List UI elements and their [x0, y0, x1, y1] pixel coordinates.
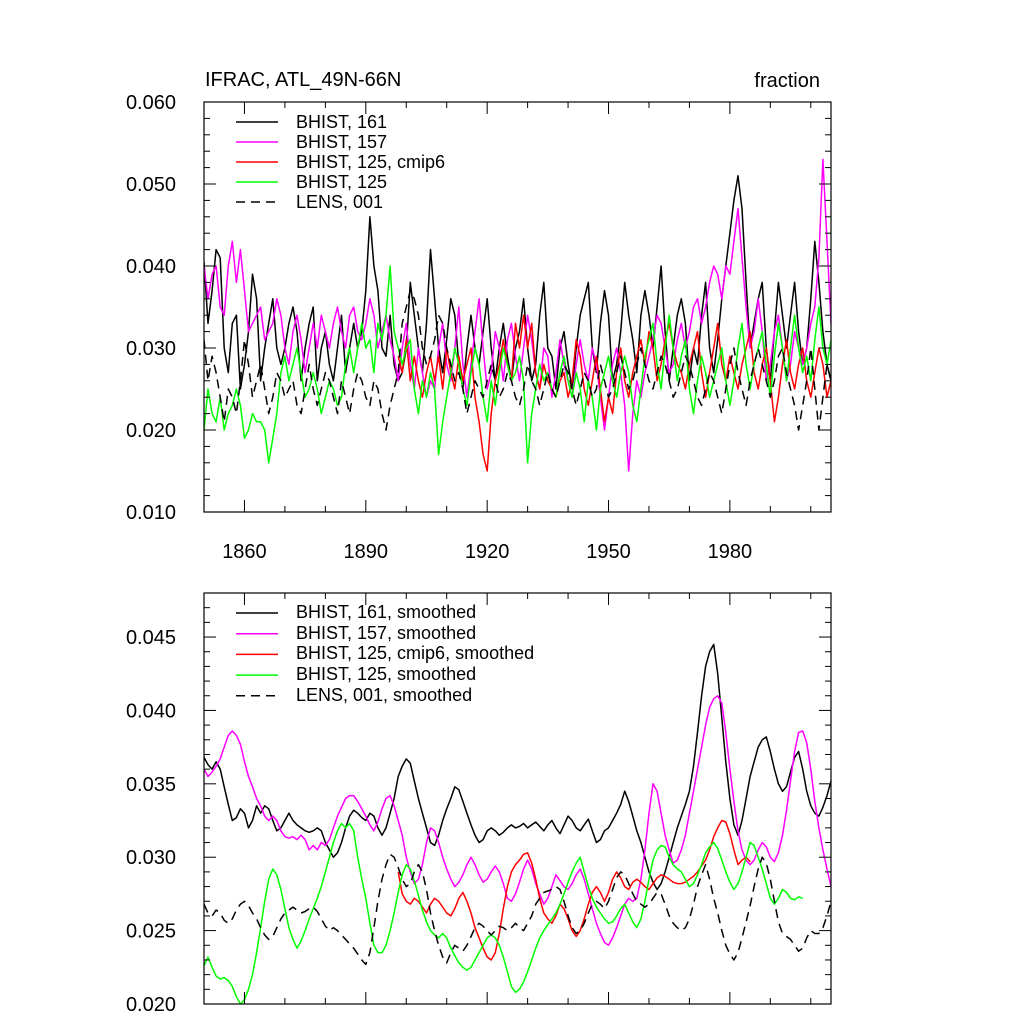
units-label: fraction	[754, 70, 820, 92]
series-line	[204, 175, 831, 390]
y-tick-label: 0.060	[126, 92, 176, 114]
y-tick-label: 0.030	[126, 847, 176, 869]
legend-label: BHIST, 125, cmip6, smoothed	[296, 643, 534, 663]
series-line	[204, 853, 831, 966]
legend-label: BHIST, 125	[296, 172, 387, 192]
y-tick-label: 0.025	[126, 921, 176, 943]
x-tick-label: 1980	[708, 541, 753, 563]
plot-frame	[203, 101, 832, 513]
legend-label: BHIST, 125, cmip6	[296, 152, 445, 172]
x-tick-label: 1890	[344, 541, 389, 563]
series-line	[204, 822, 803, 1004]
x-tick-label: 1920	[465, 541, 510, 563]
y-tick-label: 0.010	[126, 502, 176, 524]
series-line	[204, 643, 831, 891]
legend-label: BHIST, 161	[296, 112, 387, 132]
legend-label: BHIST, 125, smoothed	[296, 664, 476, 684]
x-tick-label: 1950	[586, 541, 631, 563]
y-tick-label: 0.035	[126, 774, 176, 796]
legend-label: LENS, 001	[296, 192, 383, 212]
panel-top: IFRAC, ATL_49N-66N fraction 0.010 0.020 0.…	[126, 69, 832, 563]
chart-title: IFRAC, ATL_49N-66N	[205, 69, 401, 91]
x-tick-label: 1860	[222, 541, 267, 563]
y-tick-label: 0.020	[126, 420, 176, 442]
series-line	[204, 289, 831, 431]
y-tick-label: 0.040	[126, 700, 176, 722]
series-line	[397, 819, 751, 961]
y-tick-label: 0.030	[126, 338, 176, 360]
y-tick-label: 0.050	[126, 174, 176, 196]
series-line	[204, 695, 831, 947]
y-tick-label: 0.045	[126, 627, 176, 649]
legend-top: BHIST, 161 BHIST, 157 BHIST, 125, cmip6 …	[296, 112, 445, 212]
series-line	[397, 314, 831, 472]
legend-label: BHIST, 157, smoothed	[296, 623, 476, 643]
panel-bottom: 0.020 0.025 0.030 0.035 0.040 0.045 BHIST, 16…	[126, 592, 832, 1016]
y-tick-label: 0.020	[126, 994, 176, 1016]
y-tick-label: 0.040	[126, 256, 176, 278]
legend-bottom: BHIST, 161, smoothed BHIST, 157, smoothe…	[296, 602, 534, 705]
legend-label: BHIST, 161, smoothed	[296, 602, 476, 622]
legend-label: BHIST, 157	[296, 132, 387, 152]
legend-label: LENS, 001, smoothed	[296, 685, 472, 705]
